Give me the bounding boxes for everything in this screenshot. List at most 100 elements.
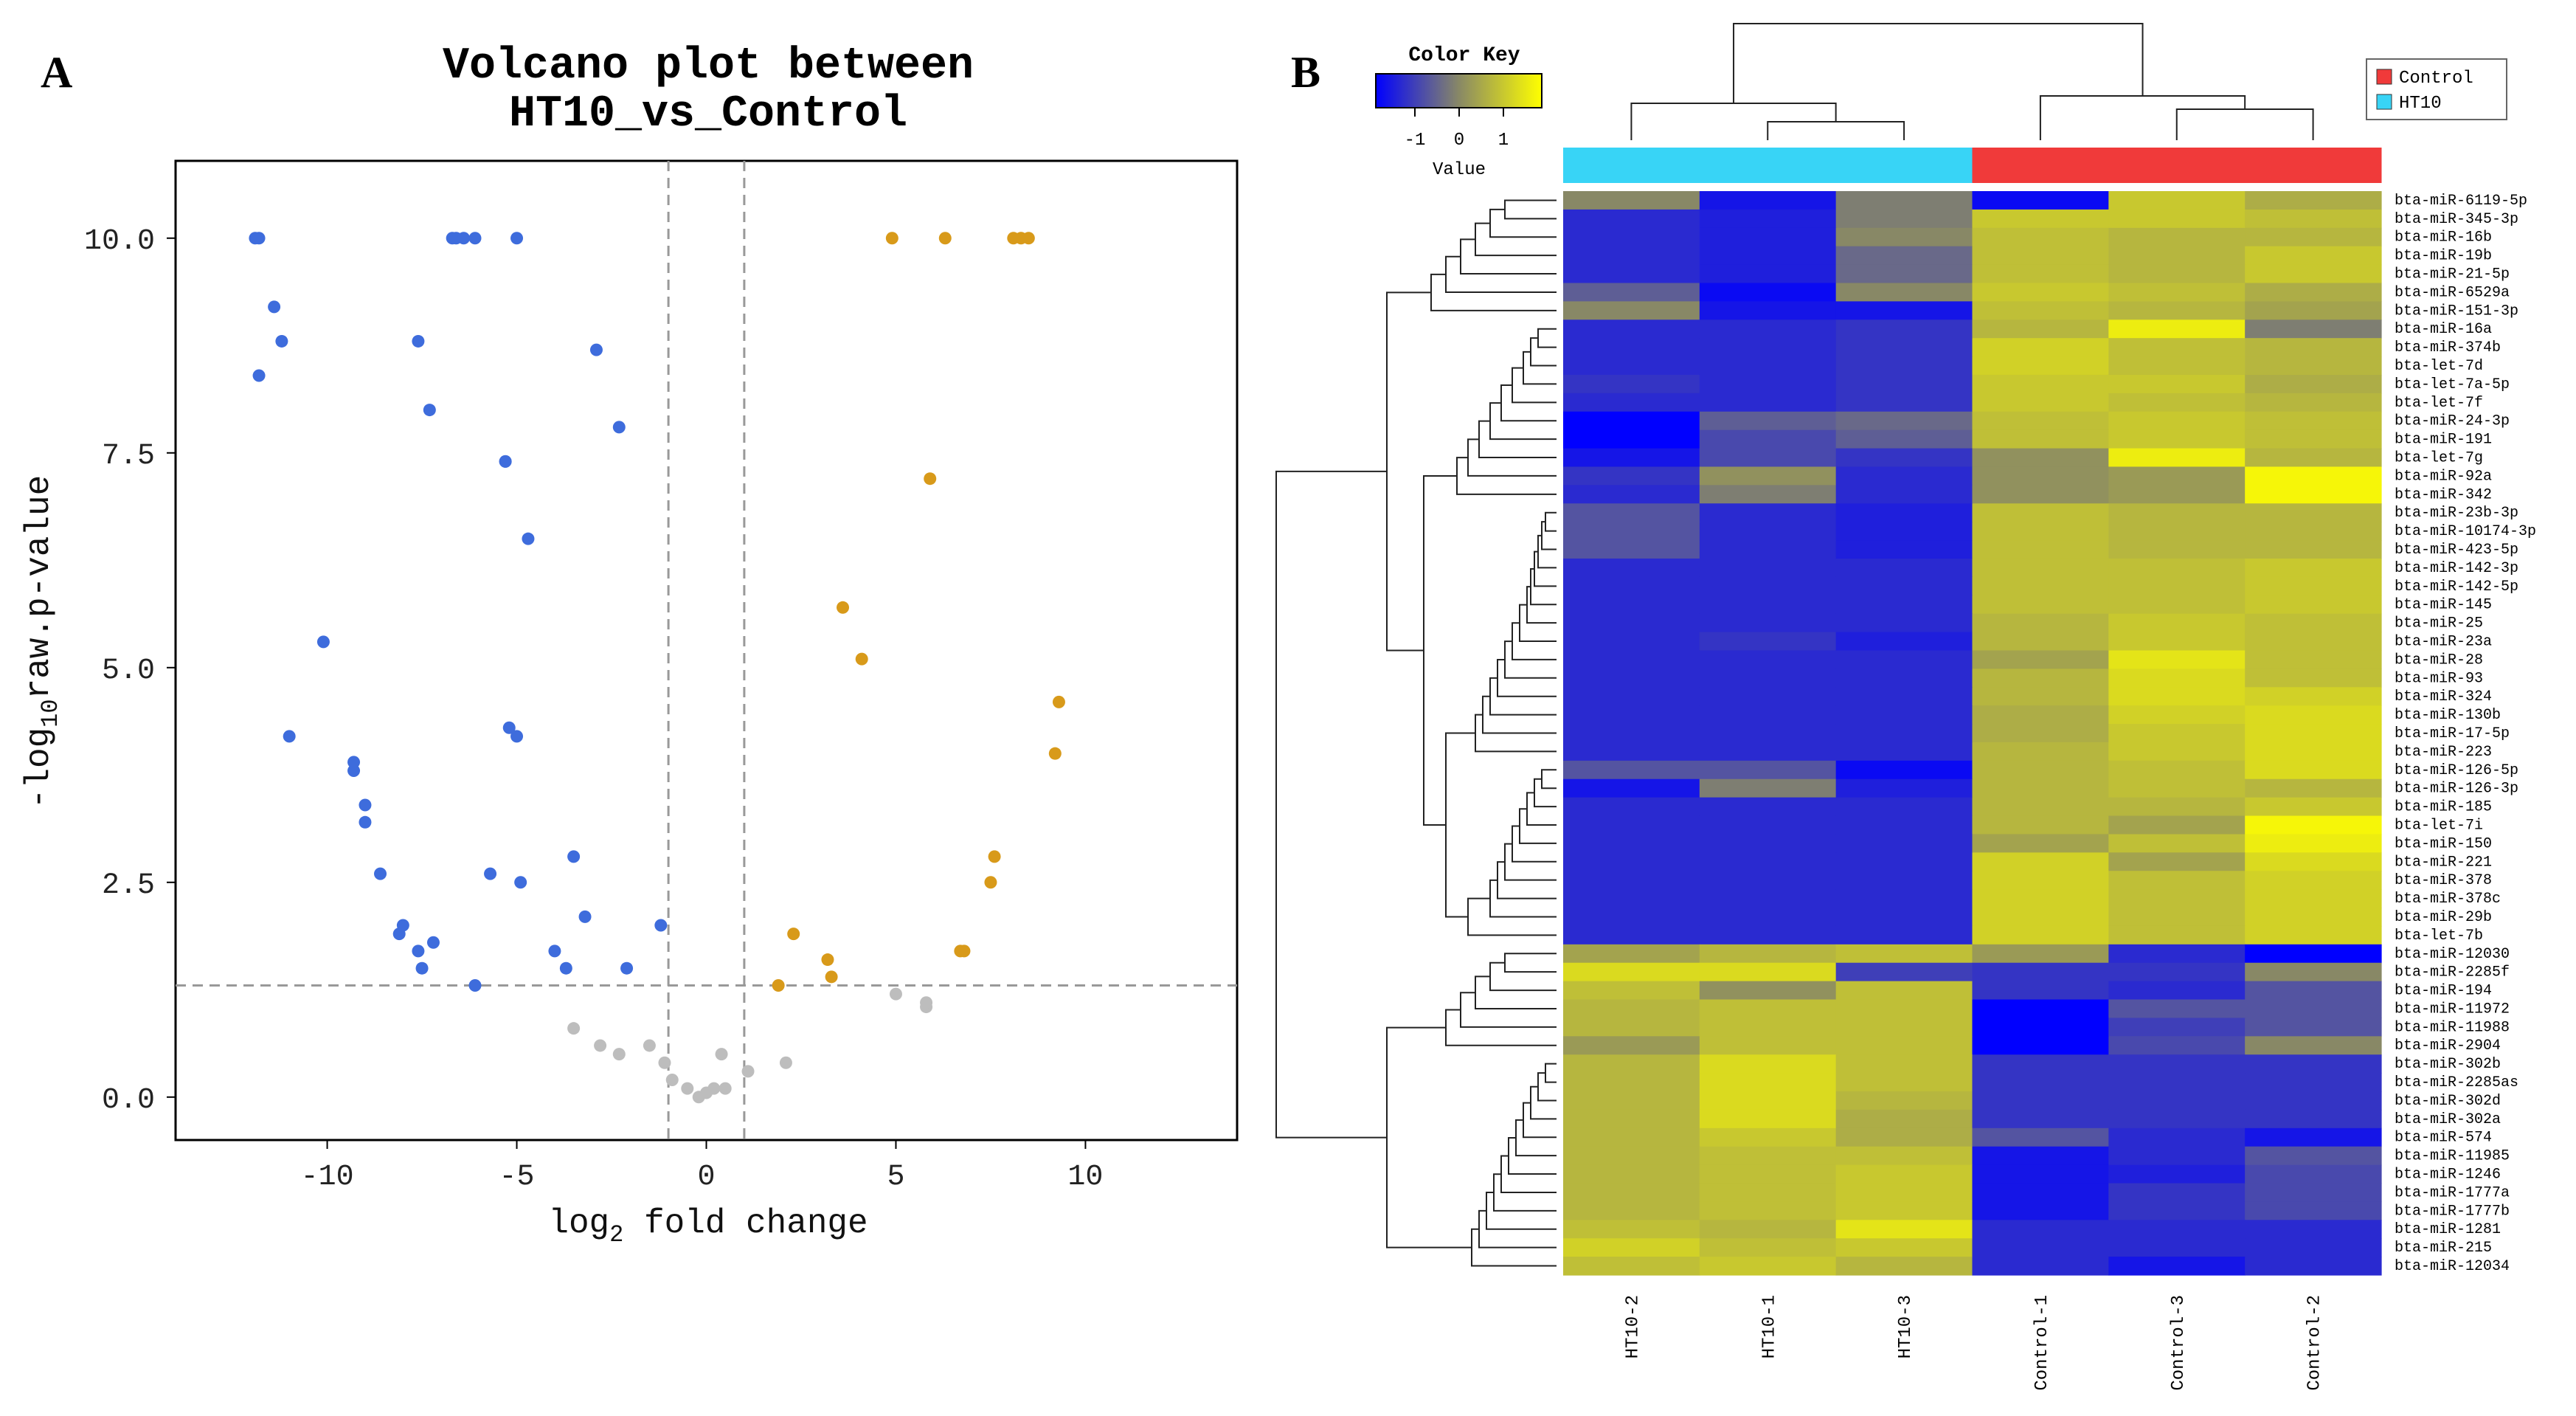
heatmap-cell — [1699, 815, 1837, 835]
heatmap-cell — [2245, 815, 2382, 835]
heatmap-cell — [1972, 338, 2109, 357]
row-label: bta-miR-11985 — [2395, 1148, 2510, 1165]
row-label: bta-miR-17-5p — [2395, 725, 2510, 742]
heatmap-cell — [2108, 981, 2246, 1001]
heatmap-cell — [1563, 1183, 1700, 1203]
row-label: bta-miR-1246 — [2395, 1167, 2501, 1184]
heatmap-cell — [2108, 1201, 2246, 1220]
heatmap-cell — [1699, 1054, 1837, 1074]
row-label: bta-miR-130b — [2395, 707, 2501, 724]
heatmap-cell — [1972, 925, 2109, 945]
heatmap-cell — [2108, 962, 2246, 982]
heatmap-cell — [2245, 227, 2382, 247]
point-down — [275, 334, 288, 348]
heatmap-cell — [1835, 760, 1973, 780]
row-label: bta-miR-93 — [2395, 670, 2483, 687]
heatmap-cell — [1563, 1238, 1700, 1257]
row-label: bta-miR-194 — [2395, 983, 2492, 1000]
heatmap-cell — [1563, 1127, 1700, 1147]
heatmap-cell — [1699, 448, 1837, 468]
heatmap-cell — [1699, 576, 1837, 596]
heatmap-cell — [1699, 485, 1837, 504]
heatmap-cell — [2245, 632, 2382, 652]
row-label: bta-miR-423-5p — [2395, 542, 2518, 559]
legend-swatch-control — [2376, 69, 2392, 85]
point-ns — [719, 1082, 732, 1095]
heatmap-cell — [1699, 522, 1837, 541]
heatmap-cell — [1972, 908, 2109, 927]
point-ns — [889, 987, 902, 1001]
heatmap-cell — [1835, 852, 1973, 871]
point-down — [396, 919, 409, 932]
color-key-tick-label: -1 — [1405, 131, 1426, 151]
heatmap-cell — [1563, 1018, 1700, 1037]
heatmap-cell — [1835, 301, 1973, 320]
point-up — [1052, 695, 1065, 708]
row-label: bta-miR-145 — [2395, 597, 2492, 614]
group-bar-control — [2245, 148, 2382, 183]
heatmap-cell — [1563, 448, 1700, 468]
heatmap-cell — [1563, 466, 1700, 486]
heatmap-cell — [1563, 962, 1700, 982]
heatmap-cell — [1563, 999, 1700, 1019]
row-dendrogram-branch — [1489, 961, 1557, 992]
heatmap-cell — [2245, 999, 2382, 1019]
point-down — [252, 369, 266, 382]
heatmap-cell — [2245, 889, 2382, 908]
heatmap-cell — [2108, 1073, 2246, 1092]
heatmap-cell — [2245, 1127, 2382, 1147]
point-down — [589, 343, 603, 356]
point-down — [559, 961, 572, 975]
point-up — [958, 944, 971, 958]
heatmap-cell — [2245, 522, 2382, 541]
heatmap-cell — [2108, 724, 2246, 743]
heatmap-cell — [1835, 393, 1973, 412]
heatmap-cell — [2245, 852, 2382, 871]
heatmap-cell — [1563, 1164, 1700, 1184]
heatmap-cell — [2245, 576, 2382, 596]
heatmap-cell — [2108, 191, 2246, 210]
heatmap-cell — [2245, 1054, 2382, 1074]
heatmap-cell — [2245, 1018, 2382, 1037]
group-bar-control — [1972, 148, 2109, 183]
volcano-y-axis-label: -log10raw.p-value — [20, 475, 64, 809]
heatmap-cell — [1563, 742, 1700, 761]
heatmap-cell — [1972, 1018, 2109, 1037]
heatmap-cell — [2245, 1220, 2382, 1239]
y-tick-label: 10.0 — [84, 225, 155, 258]
y-tick-label: 2.5 — [102, 869, 155, 902]
point-down — [423, 404, 436, 417]
volcano-x-axis-label: log2 fold change — [548, 1204, 868, 1249]
heatmap-cell — [1972, 1127, 2109, 1147]
heatmap-cell — [1835, 871, 1973, 890]
row-label: bta-miR-16a — [2395, 321, 2492, 338]
heatmap-cell — [2108, 669, 2246, 688]
heatmap-cell — [1972, 669, 2109, 688]
heatmap-cell — [1699, 742, 1837, 761]
heatmap-cell — [1699, 778, 1837, 798]
heatmap-cell — [1699, 264, 1837, 284]
heatmap-cell — [1972, 356, 2109, 376]
row-label: bta-miR-2285f — [2395, 964, 2510, 981]
heatmap-cell — [1972, 999, 2109, 1019]
heatmap-cell — [2245, 724, 2382, 743]
y-tick-label: 5.0 — [102, 655, 155, 688]
point-down — [510, 232, 524, 245]
heatmap-cell — [1835, 1054, 1973, 1074]
heatmap-cell — [1563, 503, 1700, 522]
heatmap-cell — [2108, 1091, 2246, 1111]
point-ns — [658, 1056, 671, 1069]
heatmap-cell — [1563, 227, 1700, 247]
heatmap-cell — [2245, 1036, 2382, 1055]
heatmap-cell — [2245, 301, 2382, 320]
heatmap-cell — [1835, 576, 1973, 596]
row-label: bta-miR-126-3p — [2395, 781, 2518, 798]
heatmap-cell — [1699, 889, 1837, 908]
heatmap-cell — [1699, 962, 1837, 982]
heatmap-cell — [1972, 374, 2109, 394]
heatmap-cell — [1563, 852, 1700, 871]
heatmap-cell — [2108, 485, 2246, 504]
heatmap-cell — [1563, 595, 1700, 615]
group-bar-ht10 — [1563, 148, 1700, 183]
heatmap-cell — [2108, 283, 2246, 302]
